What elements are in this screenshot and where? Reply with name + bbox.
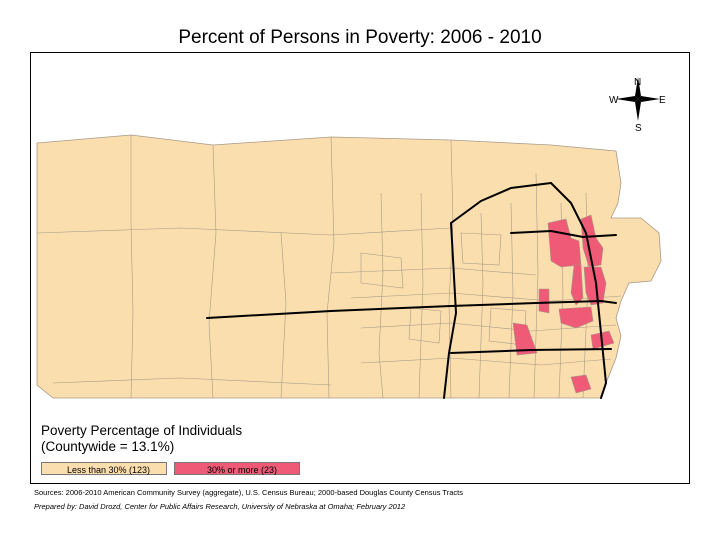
highway-line [206, 300, 602, 319]
tract-line [52, 377, 332, 386]
highway-line [600, 300, 617, 304]
map-frame: N S E W Poverty Percentage of Individual… [30, 52, 690, 484]
tract-line [330, 267, 537, 276]
tract-line [533, 172, 539, 399]
legend-swatch-low [41, 462, 167, 475]
high-poverty-tracts [512, 214, 615, 394]
legend-label-low: Less than 30% (123) [67, 465, 151, 475]
tract-line [408, 307, 442, 344]
compass-east-label: E [659, 95, 666, 106]
tract-line [36, 227, 452, 236]
poverty-tract [570, 374, 592, 394]
compass-north-label: N [634, 77, 642, 88]
highway-line [450, 348, 612, 354]
legend-swatch-high [174, 462, 300, 475]
legend-title-line1: Poverty Percentage of Individuals [41, 423, 243, 438]
highway-line [550, 182, 608, 399]
tract-line [280, 232, 287, 399]
poverty-tract [512, 322, 538, 356]
poverty-tract [558, 306, 594, 329]
legend-label-high: 30% or more (23) [207, 465, 278, 475]
tract-line [360, 322, 617, 332]
poverty-tract [583, 266, 607, 306]
map-canvas [36, 77, 662, 399]
highways [206, 182, 617, 399]
tract-line [478, 212, 484, 399]
north-arrow-icon [616, 77, 660, 121]
tract-line [378, 192, 384, 399]
tract-line [360, 252, 404, 289]
legend-title-line2: (Countywide = 13.1%) [41, 439, 175, 454]
highway-line [450, 182, 552, 224]
tract-line [360, 357, 612, 366]
sources-note: Sources: 2006-2010 American Community Su… [34, 488, 463, 497]
highway-line [443, 222, 458, 399]
compass-south-label: S [635, 123, 642, 134]
poverty-tract [580, 214, 604, 268]
tract-line [326, 136, 335, 399]
compass-west-label: W [609, 95, 619, 106]
map-title: Percent of Persons in Poverty: 2006 - 20… [178, 27, 542, 48]
prepared-by-note: Prepared by: David Drozd, Center for Pub… [34, 502, 406, 511]
highway-line [510, 229, 617, 239]
poverty-tract [538, 288, 550, 314]
tract-line [130, 135, 134, 399]
tract-line [208, 144, 217, 399]
tract-line [460, 232, 502, 266]
legend-title: Poverty Percentage of Individuals (Count… [41, 423, 242, 455]
tract-line [350, 292, 622, 302]
